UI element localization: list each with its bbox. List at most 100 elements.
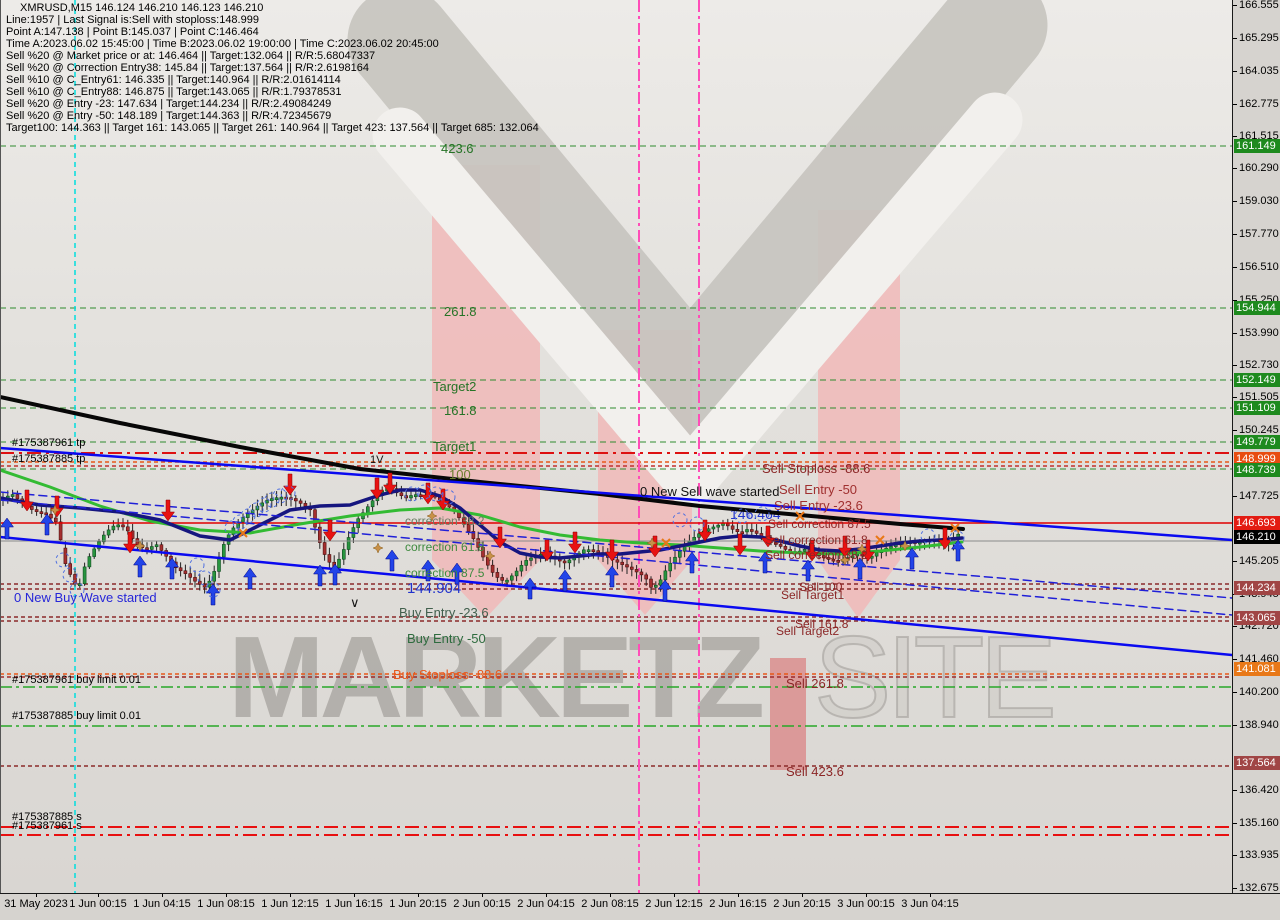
price-tick-label: 153.990: [1239, 327, 1279, 339]
time-tick-mark: [802, 894, 803, 897]
time-tick-label: 1 Jun 20:15: [389, 898, 447, 910]
time-tick-label: 1 Jun 08:15: [197, 898, 255, 910]
time-axis[interactable]: 31 May 2023 1 Jun 00:15 1 Jun 04:15 1 Jun 0…: [0, 894, 1232, 920]
candle-up: [711, 526, 716, 530]
candle-down: [773, 542, 778, 545]
price-tick-label: 133.935: [1239, 849, 1279, 861]
candle-up: [116, 524, 120, 528]
time-tick-mark: [866, 894, 867, 897]
price-tick-mark: [1233, 136, 1237, 137]
highlight-circle: [240, 508, 256, 524]
buy-signal-arrow: [523, 577, 537, 600]
candle-down: [749, 529, 754, 532]
chart-label: #175387885 buy limit 0.01: [12, 710, 142, 722]
time-tick-label: 2 Jun 12:15: [645, 898, 703, 910]
candle-down: [159, 544, 164, 551]
info-line-1: XMRUSD,M15 146.124 146.210 146.123 146.2…: [20, 2, 264, 14]
candle-up: [413, 494, 418, 497]
highlight-circle: [62, 567, 78, 583]
candle-down: [39, 511, 44, 514]
price-axis[interactable]: 166.555 165.295 164.035 162.775 161.515 160.2…: [1233, 0, 1280, 894]
sell-signal-arrow: [761, 525, 775, 548]
star-marker: [426, 510, 438, 522]
candle-down: [399, 492, 404, 496]
channel-line: [0, 446, 1232, 542]
chart-label: Sell 423.6: [786, 764, 844, 779]
time-tick-mark: [290, 894, 291, 897]
candle-up: [111, 525, 116, 531]
chart-label: correction 38.2: [405, 514, 485, 528]
chart-label: 423.6: [441, 141, 474, 156]
candle-down: [461, 517, 466, 525]
buy-signal-arrow: [165, 557, 179, 580]
candle-down: [126, 526, 130, 532]
sell-signal-arrow: [805, 539, 819, 562]
sell-signal-arrow: [436, 488, 450, 511]
price-tick-mark: [1233, 888, 1237, 889]
cross-marker: [661, 538, 671, 548]
candle-down: [145, 547, 149, 551]
chart-label: Sell Entry -50: [779, 482, 858, 497]
time-tick-label: 1 Jun 16:15: [325, 898, 383, 910]
highlight-circle: [205, 582, 221, 598]
candle-down: [322, 542, 327, 555]
info-line-5: Sell %20 @ Market price or at: 146.464 |…: [6, 50, 376, 62]
candle-up: [274, 497, 279, 500]
chart-label: correction 87.5: [405, 566, 485, 580]
price-tick-mark: [1233, 267, 1237, 268]
chart-label: 161.8: [444, 403, 477, 418]
price-tick-label: 156.510: [1239, 261, 1279, 273]
highlight-circle: [232, 514, 248, 530]
chart-label: ∨: [350, 595, 360, 610]
chart-canvas[interactable]: [0, 0, 1232, 893]
price-tick-mark: [1233, 397, 1237, 398]
candle-up: [658, 579, 663, 586]
chart-area[interactable]: MARKETZ SITE XMRUSD,M15 146.124 146.210 1…: [0, 0, 1232, 893]
star-marker: [134, 540, 146, 552]
price-tick-label: 165.295: [1239, 32, 1279, 44]
candle-up: [850, 555, 855, 559]
candle-down: [58, 521, 63, 541]
candle-up: [246, 513, 250, 518]
ma-line-navy: [0, 488, 964, 560]
highlight-circle: [754, 506, 770, 522]
candle-up: [505, 579, 509, 583]
sell-signal-arrow: [838, 535, 852, 558]
candle-down: [202, 583, 207, 588]
candle-up: [10, 494, 15, 497]
price-tick-label: 160.290: [1239, 162, 1279, 174]
price-tick-label: 140.200: [1239, 686, 1279, 698]
sell-signal-arrow: [161, 499, 175, 522]
candle-up: [212, 571, 216, 582]
candle-up: [87, 556, 92, 568]
price-tick-label: 147.725: [1239, 490, 1279, 502]
time-tick-label: 3 Jun 00:15: [837, 898, 895, 910]
price-tick-mark: [1233, 692, 1237, 693]
time-tick-label: 3 Jun 04:15: [901, 898, 959, 910]
sell-signal-arrow: [733, 533, 747, 556]
watermark-chevron: [347, 0, 1048, 443]
cross-marker: [950, 523, 960, 533]
candle-up: [409, 495, 413, 499]
star-marker: [49, 504, 61, 516]
price-tick-mark: [1233, 365, 1237, 366]
star-marker: [372, 542, 384, 554]
chart-label: Buy Stoploss -88.6: [393, 667, 503, 682]
chart-label: Sell correction 87.5: [768, 517, 871, 531]
sell-signal-arrow: [323, 519, 337, 542]
candle-down: [34, 509, 39, 512]
candle-up: [567, 559, 572, 564]
price-level-badge: 148.999: [1234, 452, 1280, 466]
sell-signal-arrow: [861, 539, 875, 562]
time-tick-mark: [610, 894, 611, 897]
buy-signal-arrow: [853, 557, 867, 580]
highlight-circle: [69, 582, 85, 598]
candle-down: [831, 558, 836, 562]
price-tick-mark: [1233, 790, 1237, 791]
sell-signal-arrow: [605, 539, 619, 562]
candle-up: [241, 517, 245, 523]
price-tick-mark: [1233, 496, 1237, 497]
candle-down: [293, 498, 298, 502]
chart-label: Sell Target2: [776, 624, 840, 638]
candle-down: [500, 577, 505, 581]
